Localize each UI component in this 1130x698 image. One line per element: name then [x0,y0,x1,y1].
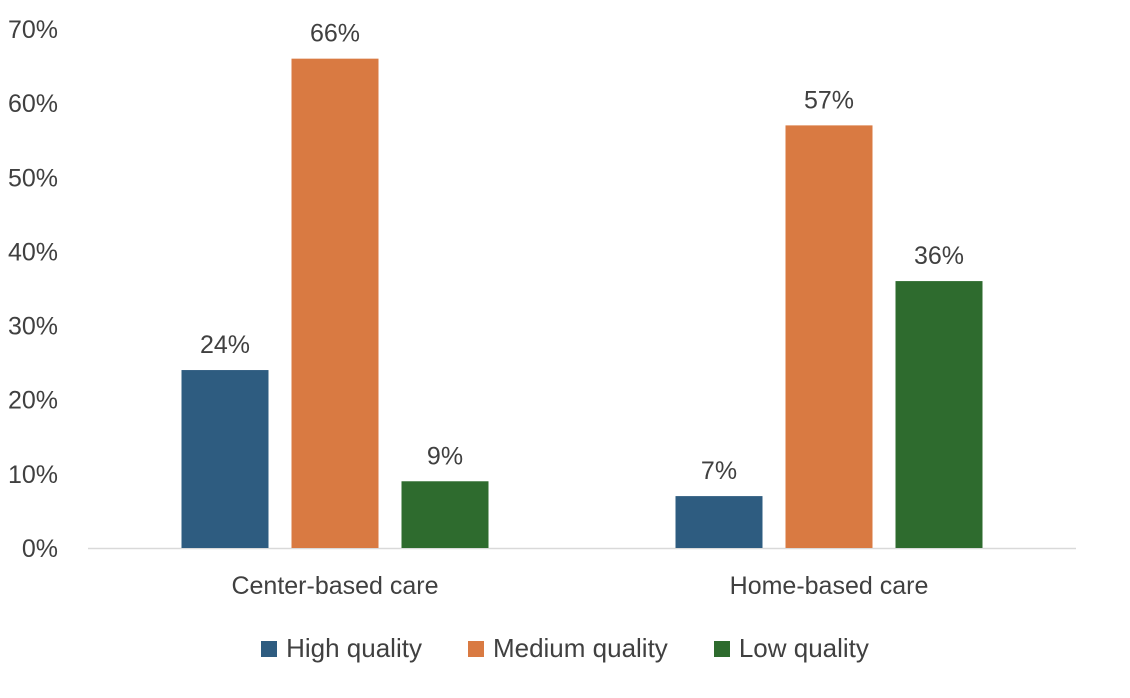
bar-low-quality [895,281,983,548]
bar-high-quality [675,496,763,548]
legend-item-medium-quality: Medium quality [467,633,668,664]
data-label-low-quality: 9% [427,442,463,470]
bar-low-quality [401,481,489,548]
legend-swatch-low-quality [713,640,730,657]
y-tick-label: 70% [8,16,58,44]
legend-label-medium-quality: Medium quality [492,633,668,663]
legend-swatch-high-quality [261,640,278,657]
bar-medium-quality [785,125,873,548]
legend-label-high-quality: High quality [286,633,422,663]
data-label-medium-quality: 66% [310,20,360,48]
data-label-medium-quality: 57% [804,86,854,114]
legend-label-low-quality: Low quality [738,633,869,663]
data-label-high-quality: 24% [200,331,250,359]
legend-item-high-quality: High quality [261,633,422,664]
bar-chart: 0% 10% 20% 30% 40% 50% 60% 70% 24% 66% 9% Center-ba… [8,16,1076,600]
x-category-label: Center-based care [231,572,438,600]
legend-swatch-medium-quality [467,640,484,657]
y-tick-label: 50% [8,164,58,192]
y-tick-label: 0% [22,535,58,563]
bar-medium-quality [291,58,379,549]
data-label-high-quality: 7% [701,457,737,485]
legend: High quality Medium quality Low quality [0,633,1130,664]
y-tick-label: 10% [8,461,58,489]
y-tick-label: 40% [8,238,58,266]
y-tick-label: 20% [8,387,58,415]
legend-item-low-quality: Low quality [713,633,869,664]
bar-high-quality [181,370,269,548]
x-category-label: Home-based care [730,572,929,600]
y-tick-label: 30% [8,313,58,341]
y-tick-label: 60% [8,90,58,118]
data-label-low-quality: 36% [914,242,964,270]
